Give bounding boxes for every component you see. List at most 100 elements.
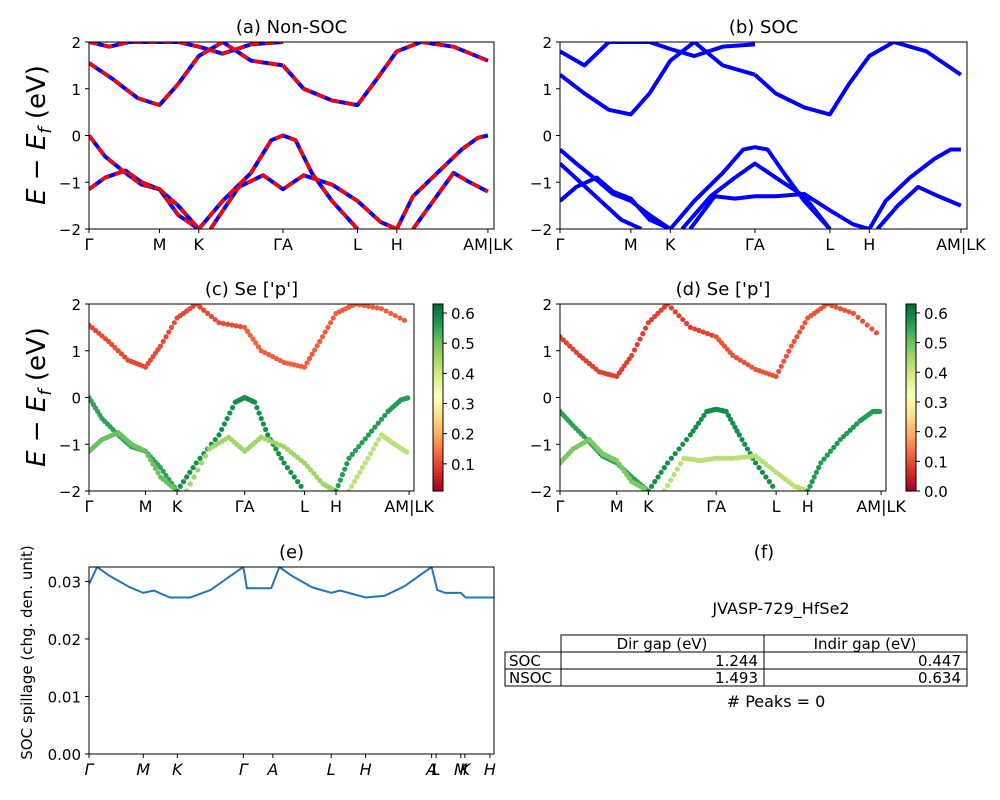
colorbar-segment: [906, 369, 916, 374]
band-point: [741, 359, 747, 366]
band-point: [314, 474, 320, 480]
x-tick-label: K: [460, 760, 472, 779]
band-point: [690, 428, 696, 434]
colorbar-segment: [433, 385, 443, 389]
colorbar-segment: [906, 307, 916, 311]
panel-title: (a) Non-SOC: [236, 17, 347, 38]
band-point: [736, 432, 742, 438]
band-point: [219, 426, 225, 433]
band-point: [253, 340, 259, 346]
band-point: [244, 328, 251, 334]
band-point: [678, 461, 684, 467]
x-tick-label: Γ: [239, 760, 249, 779]
band-point: [205, 310, 211, 316]
x-tick-label: ΓA: [235, 497, 255, 516]
band-point: [278, 455, 284, 461]
band-point: [212, 316, 218, 323]
band-point: [362, 460, 368, 466]
x-tick-label: A: [266, 760, 278, 779]
band-point: [837, 306, 843, 312]
panel-title: (f): [754, 542, 774, 563]
colorbar-segment: [906, 409, 916, 414]
x-tick-label: H: [484, 760, 496, 779]
x-tick-label: L: [432, 760, 441, 779]
band-point: [378, 416, 385, 422]
band-point: [147, 457, 154, 463]
band-point: [776, 368, 782, 374]
colorbar-segment: [906, 391, 916, 395]
band-point: [227, 410, 233, 416]
colorbar-segment: [906, 381, 916, 386]
x-tick-label: ΓA: [273, 235, 293, 254]
colorbar-segment: [433, 356, 443, 361]
band-point: [837, 436, 843, 443]
band-point: [309, 351, 315, 357]
colorbar-tick-label: 0.5: [924, 335, 948, 353]
band-point: [827, 448, 834, 454]
band-line: [688, 191, 870, 229]
colorbar-segment: [433, 403, 443, 408]
band-line: [560, 42, 756, 68]
band-point: [365, 432, 372, 438]
y-tick-label: 0.01: [48, 688, 81, 706]
plot-area: [560, 42, 963, 229]
colorbar-segment: [433, 406, 443, 411]
band-point: [570, 346, 576, 352]
colorbar-segment: [906, 428, 916, 433]
band-point: [869, 326, 875, 332]
band-point: [404, 449, 410, 455]
band-point: [791, 338, 797, 344]
band-point: [733, 355, 740, 361]
x-tick-label: L: [772, 497, 781, 516]
band-point: [739, 436, 745, 443]
band-point: [370, 304, 376, 310]
colorbar-segment: [433, 310, 443, 314]
band-point: [375, 420, 381, 426]
band-point: [629, 352, 635, 359]
y-tick-label: 0: [71, 128, 81, 146]
x-tick-label: L: [327, 760, 336, 779]
colorbar-segment: [433, 487, 443, 492]
band-point: [672, 309, 678, 315]
colorbar-segment: [433, 394, 443, 399]
band-point: [197, 304, 203, 310]
x-tick-label: Γ: [85, 497, 94, 516]
band-point: [233, 323, 239, 329]
band-point: [693, 424, 699, 430]
band-point: [157, 465, 164, 471]
band-line: [867, 147, 961, 229]
band-point: [737, 357, 743, 363]
colorbar-segment: [906, 484, 916, 489]
band-point: [352, 447, 359, 454]
band-point: [723, 408, 729, 415]
colorbar-segment: [906, 313, 916, 318]
band-point: [658, 469, 664, 475]
band-point: [361, 304, 367, 309]
band-point: [378, 306, 385, 312]
x-tick-label: ΓA: [706, 497, 726, 516]
y-tick-label: 0.00: [48, 746, 81, 764]
band-point: [155, 470, 161, 476]
band-point: [737, 454, 743, 461]
panel-title: (e): [279, 542, 304, 563]
band-point: [733, 455, 740, 461]
x-tick-label: L: [353, 235, 362, 254]
band-point: [683, 320, 690, 327]
band-point: [183, 488, 190, 491]
band-point: [645, 488, 651, 491]
colorbar-segment: [433, 453, 443, 458]
band-line: [197, 133, 359, 229]
colorbar-segment: [433, 388, 443, 392]
colorbar-tick-label: 0.3: [924, 394, 948, 412]
band-point: [168, 324, 175, 330]
y-tick-label: 2: [71, 296, 81, 314]
band-point: [700, 329, 706, 335]
band-point: [631, 347, 638, 353]
band-point: [208, 313, 215, 320]
x-tick-label: H: [863, 235, 875, 254]
y-tick-label: −1: [530, 436, 552, 454]
x-tick-label: Γ: [556, 235, 565, 254]
band-point: [184, 474, 190, 480]
band-point: [216, 320, 222, 326]
colorbar-tick-label: 0.4: [924, 364, 948, 382]
